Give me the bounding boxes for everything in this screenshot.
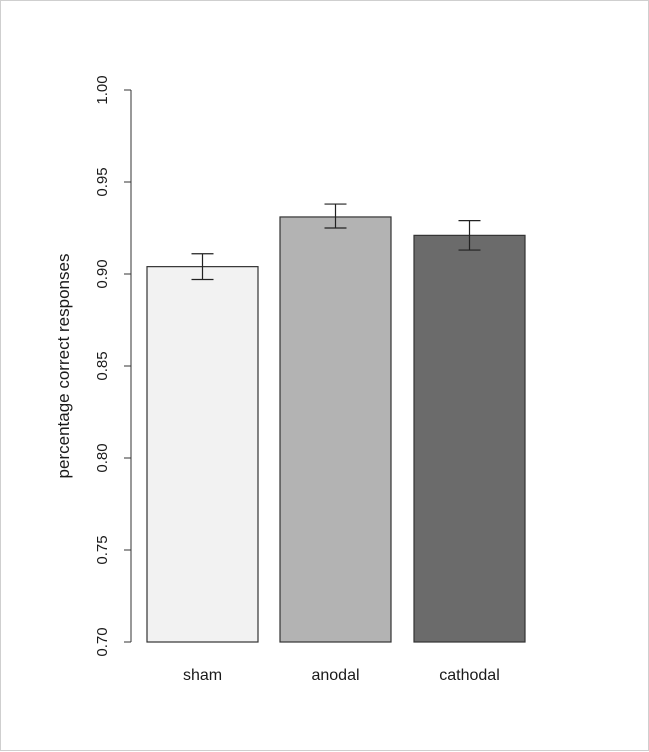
error-bars [191, 203, 481, 281]
category-label-cathodal: cathodal [439, 667, 500, 684]
bars [146, 216, 526, 643]
bar-anodal [279, 216, 392, 643]
y-tick-label: 0.80 [94, 443, 111, 472]
category-labels: sham anodal cathodal [183, 667, 500, 684]
y-tick-label: 0.75 [94, 535, 111, 564]
y-axis-label: percentage correct responses [54, 254, 73, 479]
category-label-anodal: anodal [311, 667, 359, 684]
y-axis: 0.70 0.75 0.80 0.85 0.90 0.95 1.00 [94, 75, 132, 657]
y-tick-label: 0.95 [94, 167, 111, 196]
y-tick-label: 1.00 [94, 75, 111, 104]
y-tick-label: 0.90 [94, 259, 111, 288]
y-tick-label: 0.85 [94, 351, 111, 380]
y-tick-label: 0.70 [94, 627, 111, 656]
bar-sham [146, 266, 259, 643]
category-label-sham: sham [183, 667, 222, 684]
bar-cathodal [413, 234, 526, 643]
